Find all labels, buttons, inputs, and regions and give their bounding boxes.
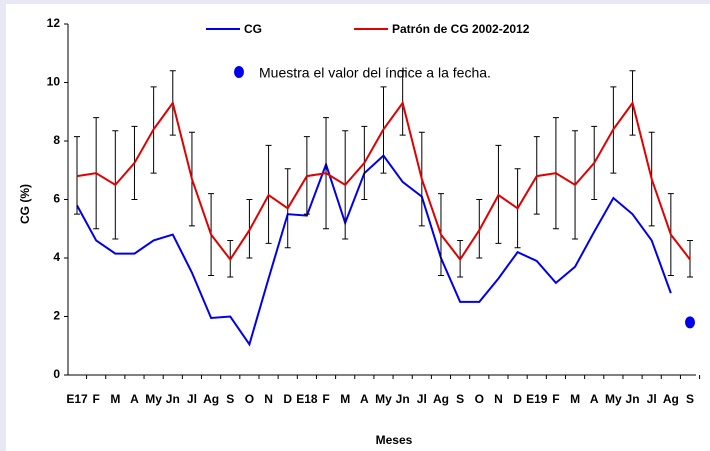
x-tick-label: Jn xyxy=(626,392,640,406)
x-tick-label: Jl xyxy=(417,392,427,406)
x-tick-label: O xyxy=(475,392,484,406)
legend-dot xyxy=(234,66,244,78)
x-tick-label: N xyxy=(264,392,273,406)
y-tick-label: 12 xyxy=(47,16,61,30)
x-tick-label: F xyxy=(92,392,99,406)
x-tick-label: Jn xyxy=(396,392,410,406)
x-tick-label: N xyxy=(494,392,503,406)
x-tick-label: Ag xyxy=(663,392,679,406)
y-axis-title: CG (%) xyxy=(18,184,32,224)
x-tick-label: A xyxy=(130,392,139,406)
x-tick-label: E18 xyxy=(296,392,318,406)
x-tick-label: F xyxy=(552,392,559,406)
x-tick-label: E19 xyxy=(526,392,548,406)
legend-label: Patrón de CG 2002-2012 xyxy=(392,22,530,36)
x-axis-title: Meses xyxy=(376,433,413,447)
y-tick-label: 6 xyxy=(53,192,60,206)
x-tick-label: My xyxy=(375,392,392,406)
x-tick-label: My xyxy=(605,392,622,406)
x-tick-label: D xyxy=(513,392,522,406)
x-tick-label: Ag xyxy=(203,392,219,406)
y-tick-label: 4 xyxy=(53,250,60,264)
series-line xyxy=(76,154,672,347)
legend-label: CG xyxy=(244,22,262,36)
x-tick-label: M xyxy=(110,392,120,406)
x-tick-label: M xyxy=(570,392,580,406)
x-tick-label: M xyxy=(340,392,350,406)
annotation: Muestra el valor del índice a la fecha. xyxy=(259,65,491,81)
y-tick-label: 10 xyxy=(47,75,61,89)
x-tick-label: A xyxy=(590,392,599,406)
point xyxy=(685,316,695,329)
x-tick-label: A xyxy=(360,392,369,406)
x-tick-label: F xyxy=(322,392,329,406)
series-line xyxy=(76,100,691,262)
x-tick-label: S xyxy=(686,392,694,406)
x-tick-label: My xyxy=(145,392,162,406)
y-tick-label: 2 xyxy=(53,309,60,323)
x-tick-label: S xyxy=(456,392,464,406)
x-tick-label: O xyxy=(245,392,254,406)
x-tick-label: Jl xyxy=(647,392,657,406)
x-tick-label: S xyxy=(226,392,234,406)
x-tick-label: Jn xyxy=(166,392,180,406)
y-tick-label: 0 xyxy=(53,367,60,381)
x-tick-label: Ag xyxy=(433,392,449,406)
x-tick-label: E17 xyxy=(66,392,88,406)
x-tick-label: Jl xyxy=(187,392,197,406)
x-tick-label: D xyxy=(283,392,292,406)
y-tick-label: 8 xyxy=(53,133,60,147)
